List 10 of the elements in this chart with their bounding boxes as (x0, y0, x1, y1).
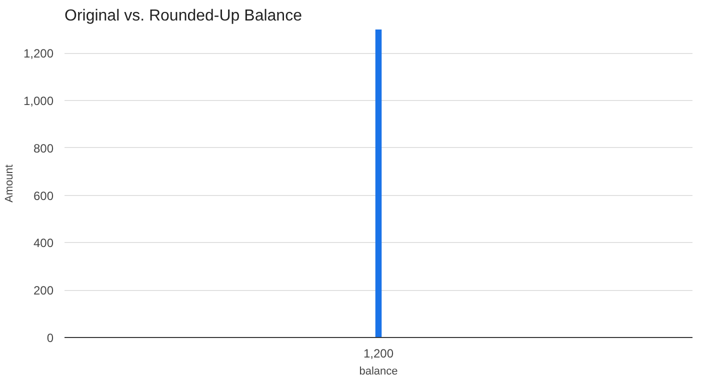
y-tick-label: 1,000 (23, 94, 54, 108)
y-tick-label: 600 (33, 188, 54, 203)
y-tick-label: 800 (33, 141, 54, 156)
chart-title: Original vs. Rounded-Up Balance (64, 8, 302, 24)
y-tick-label: 0 (46, 331, 54, 345)
x-axis-title: balance (359, 366, 398, 378)
y-tick-label: 400 (33, 236, 54, 250)
y-tick-label: 1,200 (23, 46, 54, 61)
y-tick-label: 200 (33, 284, 54, 298)
y-axis-title: Amount (3, 164, 16, 202)
